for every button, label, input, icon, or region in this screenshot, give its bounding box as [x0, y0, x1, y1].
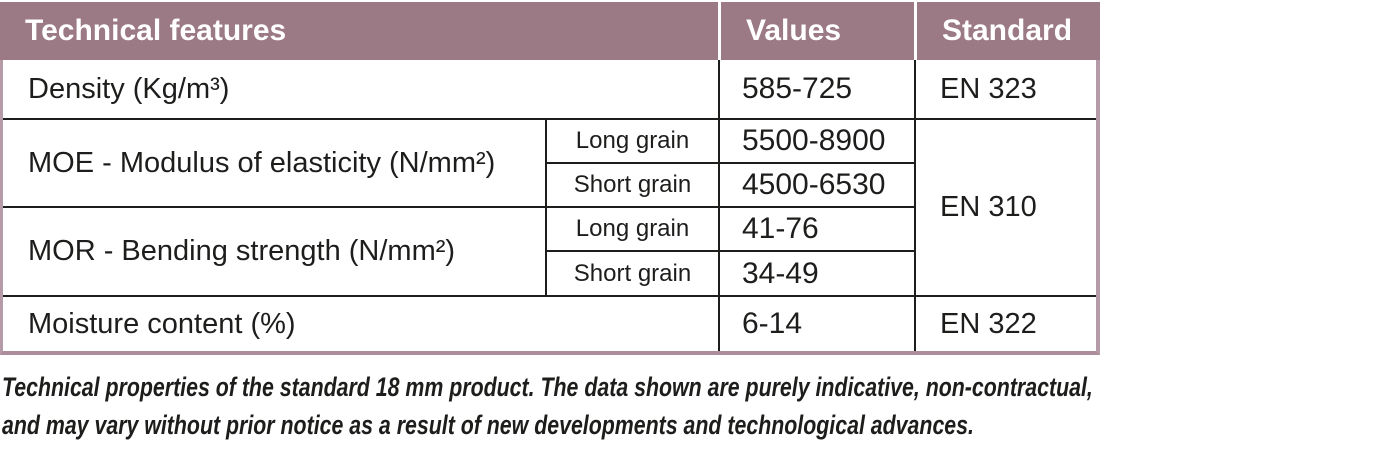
table-caption: Technical properties of the standard 18 … — [2, 368, 1093, 444]
cell-mor-long-grain-value: 41-76 — [718, 206, 914, 250]
cell-moe-long-grain-label: Long grain — [545, 118, 718, 162]
cell-moe-feature: MOE - Modulus of elasticity (N/mm²) — [3, 118, 545, 206]
cell-density-value: 585-725 — [718, 60, 914, 118]
cell-moe-short-grain-label: Short grain — [545, 162, 718, 206]
table-header-row: Technical features Values Standard — [0, 2, 1100, 60]
cell-density-standard: EN 323 — [914, 60, 1096, 118]
cell-moe-short-grain-value: 4500-6530 — [718, 162, 914, 206]
caption-line-1: Technical properties of the standard 18 … — [2, 372, 1093, 402]
cell-moisture-value: 6-14 — [718, 295, 914, 351]
header-cell-standard: Standard — [914, 2, 1100, 60]
header-cell-values: Values — [718, 2, 914, 60]
cell-en310-standard: EN 310 — [914, 118, 1096, 295]
caption-line-2: and may vary without prior notice as a r… — [2, 410, 974, 440]
cell-moe-long-grain-value: 5500-8900 — [718, 118, 914, 162]
cell-density-feature: Density (Kg/m³) — [3, 60, 718, 118]
cell-moisture-feature: Moisture content (%) — [3, 295, 718, 351]
cell-mor-short-grain-value: 34-49 — [718, 250, 914, 295]
cell-mor-short-grain-label: Short grain — [545, 250, 718, 295]
header-cell-technical-features: Technical features — [25, 14, 287, 47]
cell-moisture-standard: EN 322 — [914, 295, 1096, 351]
cell-mor-feature: MOR - Bending strength (N/mm²) — [3, 206, 545, 295]
table-body: Density (Kg/m³) 585-725 EN 323 MOE - Mod… — [0, 60, 1100, 355]
cell-mor-long-grain-label: Long grain — [545, 206, 718, 250]
technical-features-table: Technical features Values Standard Densi… — [0, 2, 1100, 355]
